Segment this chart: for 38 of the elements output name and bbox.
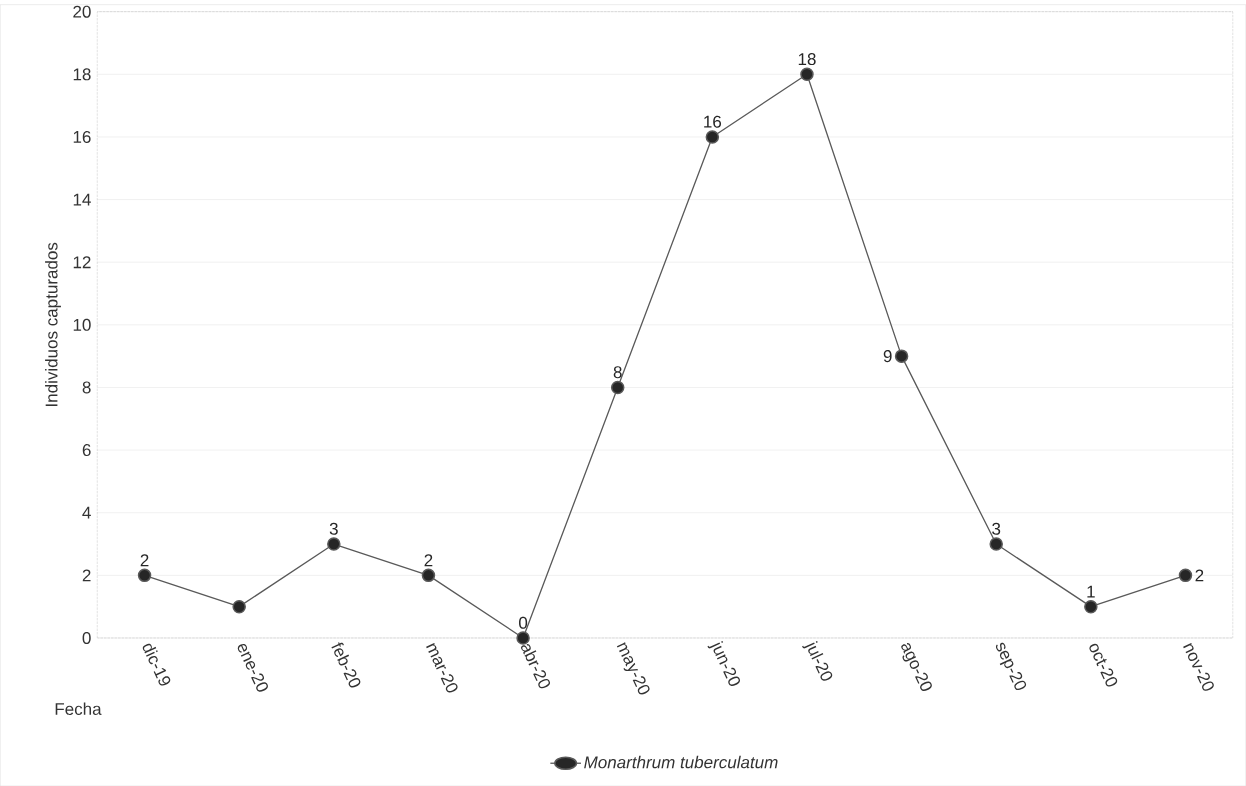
data-label: 3 — [992, 522, 1001, 535]
x-tick-label: oct-20 — [1089, 643, 1118, 687]
point — [989, 537, 1003, 551]
point — [327, 537, 341, 551]
y-tick-label: 20 — [73, 5, 91, 18]
y-tick-label: 10 — [73, 318, 91, 331]
x-axis-title: Fecha — [55, 702, 102, 715]
y-axis-title: Individuos capturados — [45, 242, 61, 406]
point — [137, 568, 152, 582]
y-tick-label: 12 — [73, 256, 91, 269]
legend-label: Monarthrum tuberculatum — [584, 755, 778, 769]
data-label: 2 — [1195, 569, 1204, 582]
y-tick-label: 6 — [82, 443, 91, 456]
point — [232, 599, 246, 614]
data-label: 9 — [883, 350, 892, 363]
y-tick-label: 8 — [82, 381, 91, 394]
data-label: 16 — [704, 115, 722, 128]
y-tick-label: 16 — [73, 130, 91, 143]
point — [610, 380, 625, 395]
data-label: 2 — [424, 554, 433, 567]
point — [705, 130, 720, 144]
point — [800, 67, 814, 81]
point — [421, 568, 436, 582]
y-tick-label: 0 — [82, 631, 91, 644]
point — [1178, 568, 1193, 582]
data-label: 2 — [140, 554, 149, 567]
point — [516, 631, 530, 645]
data-label: 3 — [329, 522, 338, 535]
y-tick-label: 2 — [82, 569, 91, 582]
data-label: 0 — [519, 616, 528, 629]
point — [1084, 599, 1098, 614]
y-tick-label: 14 — [73, 193, 91, 206]
y-tick-label: 18 — [73, 68, 91, 81]
data-label: 8 — [613, 366, 622, 379]
y-tick-label: 4 — [82, 506, 91, 519]
data-label: 1 — [1087, 585, 1095, 598]
data-label: 18 — [798, 52, 816, 65]
point — [894, 349, 909, 363]
